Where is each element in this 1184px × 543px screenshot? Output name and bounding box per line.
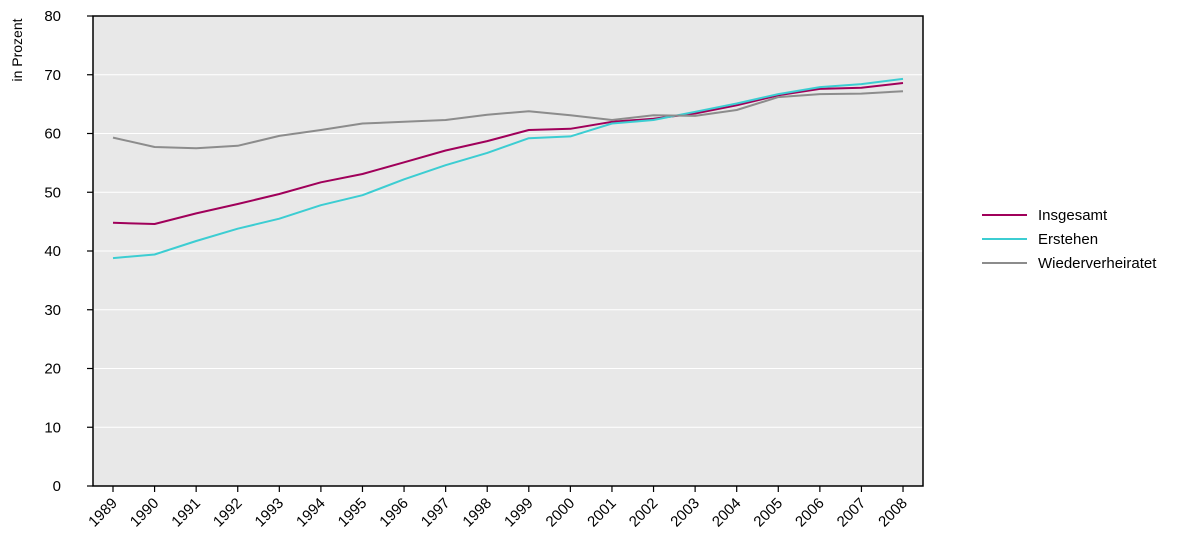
legend: Insgesamt Erstehen Wiederverheiratet xyxy=(982,207,1157,272)
series-lines xyxy=(112,77,904,260)
y-tick-label: 0 xyxy=(53,478,61,495)
series-line-erstehen xyxy=(112,77,904,260)
x-tick-label: 2006 xyxy=(792,495,828,531)
x-tick-label: 1991 xyxy=(168,495,204,531)
x-axis: 1989 1990 1991 1992 1993 1994 1995 1996 1997 1998… xyxy=(85,486,911,530)
y-tick-label: 30 xyxy=(44,302,61,319)
y-tick-label: 20 xyxy=(44,361,61,378)
x-tick-label: 1990 xyxy=(127,495,163,531)
x-tick-label: 1994 xyxy=(293,495,329,531)
legend-label: Erstehen xyxy=(1038,231,1098,248)
legend-label: Insgesamt xyxy=(1038,207,1108,224)
y-tick-label: 60 xyxy=(44,126,61,143)
y-axis: 0 10 20 30 40 50 60 70 80 xyxy=(44,8,93,495)
x-tick-label: 1999 xyxy=(501,495,537,531)
x-tick-label: 2008 xyxy=(875,495,911,531)
x-tick-label: 1989 xyxy=(85,495,121,531)
x-tick-label: 2001 xyxy=(584,495,620,531)
x-tick-label: 1992 xyxy=(210,495,246,531)
y-tick-label: 80 xyxy=(44,8,61,25)
y-axis-title: in Prozent xyxy=(9,18,25,81)
x-tick-label: 2000 xyxy=(543,495,579,531)
x-tick-label: 1993 xyxy=(252,495,288,531)
x-tick-label: 2005 xyxy=(750,495,786,531)
x-tick-label: 2004 xyxy=(709,495,745,531)
legend-label: Wiederverheiratet xyxy=(1038,255,1157,272)
x-tick-label: 1996 xyxy=(376,495,412,531)
series-line-wiederverheiratet xyxy=(112,90,904,150)
y-tick-label: 50 xyxy=(44,184,61,201)
y-tick-label: 70 xyxy=(44,67,61,84)
x-tick-label: 1998 xyxy=(459,495,495,531)
x-tick-label: 1995 xyxy=(335,495,371,531)
x-tick-label: 2007 xyxy=(834,495,870,531)
y-tick-label: 10 xyxy=(44,419,61,436)
x-tick-label: 2002 xyxy=(626,495,662,531)
x-tick-label: 2003 xyxy=(667,495,703,531)
gridlines xyxy=(93,74,923,428)
x-tick-label: 1997 xyxy=(418,495,454,531)
series-line-insgesamt xyxy=(112,82,904,225)
y-tick-label: 40 xyxy=(44,243,61,260)
